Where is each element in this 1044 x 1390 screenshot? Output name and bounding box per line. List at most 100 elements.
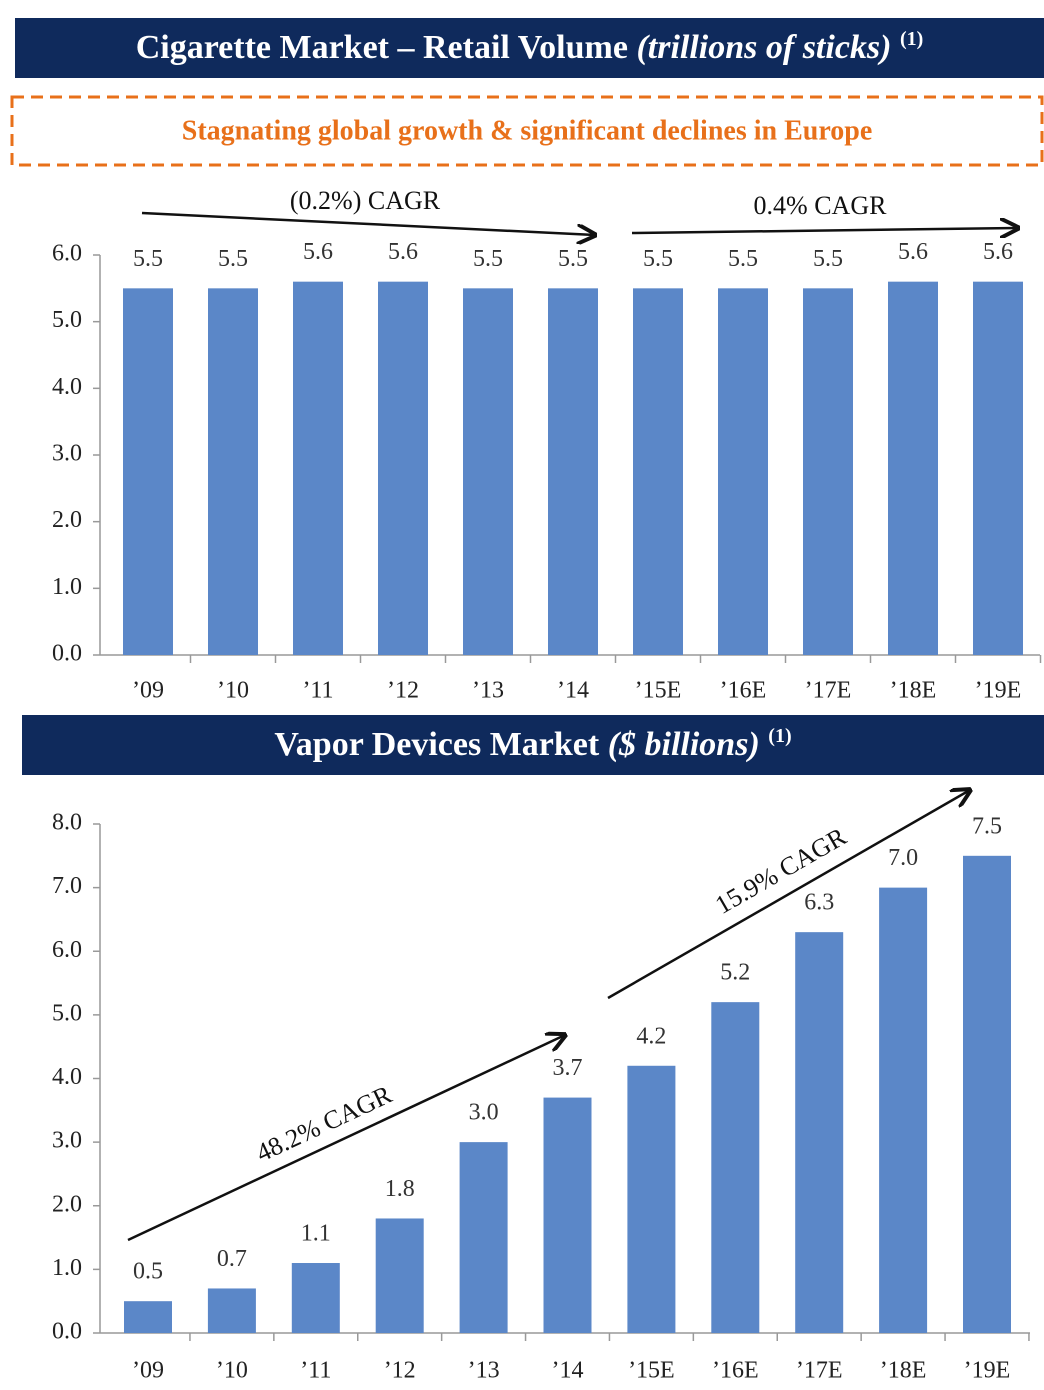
bar xyxy=(123,288,173,655)
bar xyxy=(633,288,683,655)
bar xyxy=(718,288,768,655)
cagr-arrow xyxy=(141,211,595,235)
x-tick-label: ’11 xyxy=(302,678,333,704)
cagr-arrow xyxy=(607,790,970,1000)
x-tick-label: ’17E xyxy=(796,1358,843,1384)
bar xyxy=(803,288,853,655)
value-label: 1.1 xyxy=(301,1221,331,1247)
value-label: 0.5 xyxy=(133,1259,163,1285)
bar xyxy=(378,281,428,655)
value-label: 5.6 xyxy=(983,239,1013,265)
title-main: Vapor Devices Market xyxy=(274,726,600,763)
bar xyxy=(548,288,598,655)
value-label: 5.5 xyxy=(813,246,843,272)
x-tick-label: ’15E xyxy=(628,1358,675,1384)
x-tick-label: ’19E xyxy=(964,1358,1011,1384)
subtitle: Stagnating global growth & significant d… xyxy=(182,115,873,146)
cagr-annotation: 0.4% CAGR xyxy=(754,191,888,220)
x-tick-label: ’11 xyxy=(300,1358,331,1384)
value-label: 7.5 xyxy=(972,813,1002,839)
y-tick-label: 5.0 xyxy=(52,1000,82,1026)
bar xyxy=(973,281,1023,655)
value-label: 0.7 xyxy=(217,1246,247,1272)
y-tick-label: 4.0 xyxy=(52,374,82,400)
x-tick-label: ’13 xyxy=(472,678,504,704)
y-tick-label: 7.0 xyxy=(52,873,82,899)
value-label: 3.7 xyxy=(553,1055,583,1081)
x-tick-label: ’14 xyxy=(557,678,589,704)
bar xyxy=(124,1301,172,1333)
x-tick-label: ’18E xyxy=(880,1358,927,1384)
x-tick-label: ’09 xyxy=(132,678,164,704)
y-tick-label: 6.0 xyxy=(52,241,82,267)
header-bar xyxy=(15,18,1044,78)
value-label: 5.6 xyxy=(898,239,928,265)
bar xyxy=(795,932,844,1333)
bar xyxy=(291,1263,340,1333)
x-tick-label: ’17E xyxy=(805,678,852,704)
y-tick-label: 4.0 xyxy=(52,1064,82,1090)
y-tick-label: 3.0 xyxy=(52,441,82,467)
bar xyxy=(293,281,343,655)
bar xyxy=(963,855,1011,1333)
value-label: 5.6 xyxy=(388,239,418,265)
title-unit: ($ billions) xyxy=(608,726,760,763)
bar xyxy=(459,1142,508,1333)
value-label: 5.5 xyxy=(473,246,503,272)
value-label: 6.3 xyxy=(804,890,834,916)
x-tick-label: ’12 xyxy=(384,1358,416,1384)
y-tick-label: 0.0 xyxy=(52,1319,82,1345)
bar xyxy=(463,288,513,655)
x-tick-label: ’14 xyxy=(552,1358,584,1384)
header-bar xyxy=(22,715,1044,775)
y-tick-label: 3.0 xyxy=(52,1128,82,1154)
cagr-arrow xyxy=(631,228,1018,233)
y-tick-label: 1.0 xyxy=(52,574,82,600)
bar xyxy=(879,887,928,1333)
bar xyxy=(627,1065,676,1333)
title-main: Cigarette Market – Retail Volume xyxy=(136,29,628,66)
x-tick-label: ’18E xyxy=(890,678,937,704)
title-note: (1) xyxy=(900,28,923,50)
bar xyxy=(207,1288,256,1333)
value-label: 5.5 xyxy=(643,246,673,272)
value-label: 5.5 xyxy=(133,246,163,272)
cagr-annotation: (0.2%) CAGR xyxy=(290,186,441,215)
x-tick-label: ’16E xyxy=(712,1358,759,1384)
title-unit: (trillions of sticks) xyxy=(636,29,891,66)
value-label: 5.5 xyxy=(558,246,588,272)
bar xyxy=(208,288,258,655)
value-label: 5.5 xyxy=(728,246,758,272)
y-tick-label: 8.0 xyxy=(52,810,82,836)
y-tick-label: 1.0 xyxy=(52,1255,82,1281)
value-label: 5.5 xyxy=(218,246,248,272)
value-label: 5.6 xyxy=(303,239,333,265)
value-label: 4.2 xyxy=(636,1023,666,1049)
x-tick-label: ’13 xyxy=(468,1358,500,1384)
bar xyxy=(888,281,938,655)
y-tick-label: 6.0 xyxy=(52,937,82,963)
chart-title: Cigarette Market – Retail Volume (trilli… xyxy=(136,28,924,66)
x-tick-label: ’12 xyxy=(387,678,419,704)
value-label: 3.0 xyxy=(469,1100,499,1126)
x-tick-label: ’09 xyxy=(132,1358,164,1384)
bar xyxy=(711,1002,760,1333)
x-tick-label: ’15E xyxy=(635,678,682,704)
title-note: (1) xyxy=(768,725,791,747)
x-tick-label: ’16E xyxy=(720,678,767,704)
bar xyxy=(543,1097,592,1333)
value-label: 1.8 xyxy=(385,1176,415,1202)
x-tick-label: ’10 xyxy=(217,678,249,704)
y-tick-label: 0.0 xyxy=(52,641,82,667)
cagr-arrow xyxy=(127,1035,565,1242)
y-tick-label: 2.0 xyxy=(52,507,82,533)
value-label: 5.2 xyxy=(720,960,750,986)
y-tick-label: 5.0 xyxy=(52,307,82,333)
subtitle-box xyxy=(10,95,1044,167)
chart-title: Vapor Devices Market ($ billions) (1) xyxy=(274,725,791,763)
bar xyxy=(375,1218,424,1333)
x-tick-label: ’10 xyxy=(216,1358,248,1384)
value-label: 7.0 xyxy=(888,845,918,871)
y-tick-label: 2.0 xyxy=(52,1191,82,1217)
